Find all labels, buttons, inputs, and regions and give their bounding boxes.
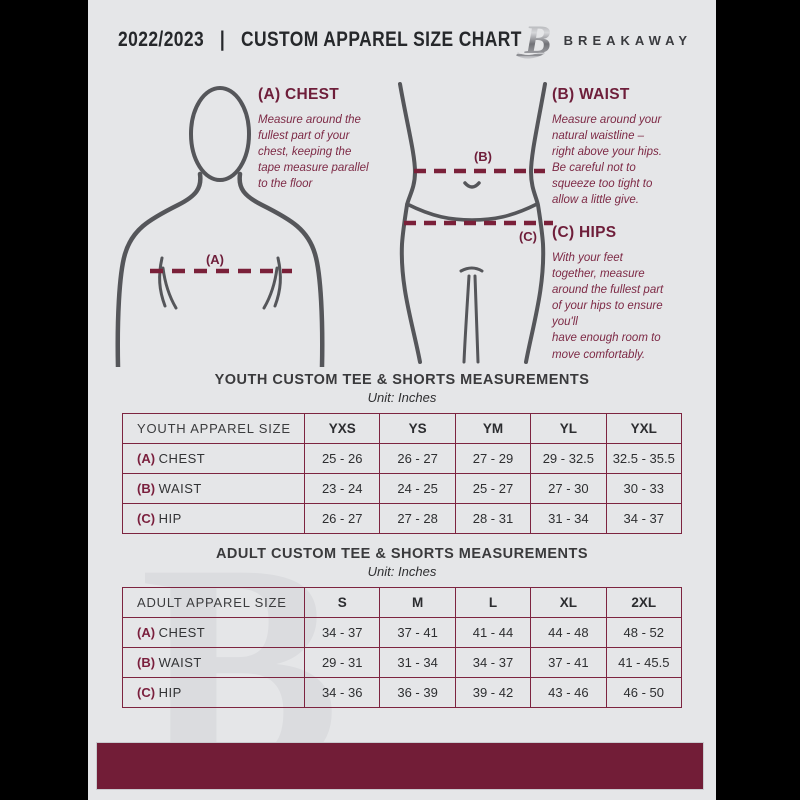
torso-diagram: (A) [115,86,325,367]
table-header-row: ADULT APPAREL SIZE S M L XL 2XL [122,587,683,618]
chest-marker-label: (A) [206,252,224,267]
size-header-yxl: YXL [605,413,683,444]
cell-value: 30 - 33 [605,473,683,504]
cell-value: 25 - 26 [303,443,381,474]
adult-table-title: ADULT CUSTOM TEE & SHORTS MEASUREMENTS [215,546,589,562]
footer-bar [96,742,704,790]
row-marker: (B) [137,481,156,496]
hips-guide-block: (C) HIPS With your feet together, measur… [552,224,712,363]
cell-value: 29 - 32.5 [530,443,607,474]
cell-value: 29 - 31 [303,647,381,678]
row-label: CHEST [158,625,206,640]
cell-value: 34 - 37 [454,647,532,678]
row-label: HIP [158,511,182,526]
youth-table-title: YOUTH CUSTOM TEE & SHORTS MEASUREMENTS [214,372,590,388]
row-marker: (C) [137,511,156,526]
size-chart-page: B 2022/2023 | CUSTOM APPAREL SIZE CHART … [88,0,716,800]
size-header-ym: YM [454,413,532,444]
cell-value: 23 - 24 [303,473,381,504]
cell-value: 37 - 41 [530,647,607,678]
youth-size-table: YOUTH APPAREL SIZE YXS YS YM YL YXL (A) … [122,413,683,534]
adult-size-col-header: ADULT APPAREL SIZE [137,595,287,610]
size-header-yl: YL [530,413,607,444]
cell-value: 27 - 28 [379,503,456,534]
hips-heading: (C) HIPS [552,224,617,241]
table-row: (A) CHEST 25 - 26 26 - 27 27 - 29 29 - 3… [122,443,683,474]
size-header-ys: YS [379,413,456,444]
cell-value: 43 - 46 [530,677,607,708]
cell-value: 37 - 41 [379,617,456,648]
youth-size-col-header: YOUTH APPAREL SIZE [137,421,291,436]
cell-value: 39 - 42 [454,677,532,708]
hips-description: With your feet together, measure around … [552,252,664,361]
row-marker: (A) [137,451,156,466]
adult-table-unit: Unit: Inches [367,564,437,579]
cell-value: 28 - 31 [454,503,532,534]
cell-value: 27 - 30 [530,473,607,504]
cell-value: 44 - 48 [530,617,607,648]
waist-marker-label: (B) [474,149,492,164]
row-marker: (C) [137,685,156,700]
row-label: WAIST [158,655,202,670]
cell-value: 32.5 - 35.5 [605,443,683,474]
waist-guide-block: (B) WAIST Measure around your natural wa… [552,86,708,209]
cell-value: 36 - 39 [379,677,456,708]
cell-value: 31 - 34 [530,503,607,534]
cell-value: 25 - 27 [454,473,532,504]
hip-marker-label: (C) [519,229,537,244]
table-row: (B) WAIST 29 - 31 31 - 34 34 - 37 37 - 4… [122,647,683,678]
brand-logo: B BREAKAWAY [514,18,692,62]
youth-table-unit: Unit: Inches [367,390,437,405]
cell-value: 48 - 52 [605,617,683,648]
measurement-guide: (A) (B) (C) (A) CHEST Mea [88,82,716,367]
row-label: CHEST [158,451,206,466]
row-label: WAIST [158,481,202,496]
table-row: (C) HIP 26 - 27 27 - 28 28 - 31 31 - 34 … [122,503,683,534]
table-row: (C) HIP 34 - 36 36 - 39 39 - 42 43 - 46 … [122,677,683,708]
size-header-xl: XL [530,587,607,618]
waistband-curve [405,202,539,222]
row-label: HIP [158,685,182,700]
size-header-2xl: 2XL [605,587,683,618]
header: 2022/2023 | CUSTOM APPAREL SIZE CHART B … [88,0,716,80]
cell-value: 46 - 50 [605,677,683,708]
size-header-l: L [454,587,532,618]
cell-value: 34 - 37 [303,617,381,648]
cell-value: 26 - 27 [303,503,381,534]
chest-guide-block: (A) CHEST Measure around the fullest par… [258,86,418,192]
navel-mark [463,181,481,189]
page-title: 2022/2023 | CUSTOM APPAREL SIZE CHART [118,28,522,51]
table-header-row: YOUTH APPAREL SIZE YXS YS YM YL YXL [122,413,683,444]
size-header-yxs: YXS [303,413,381,444]
breakaway-b-monogram-icon: B [514,18,551,62]
waist-description: Measure around your natural waistline – … [552,114,662,207]
waist-heading: (B) WAIST [552,86,630,103]
brand-name: BREAKAWAY [563,32,692,48]
chest-description: Measure around the fullest part of your … [258,114,369,191]
cell-value: 31 - 34 [379,647,456,678]
size-header-m: M [379,587,456,618]
cell-value: 26 - 27 [379,443,456,474]
adult-size-table: ADULT APPAREL SIZE S M L XL 2XL (A) CHES… [122,587,683,708]
adult-section: ADULT CUSTOM TEE & SHORTS MEASUREMENTS U… [88,546,716,708]
head-outline [189,86,251,182]
table-row: (A) CHEST 34 - 37 37 - 41 41 - 44 44 - 4… [122,617,683,648]
size-header-s: S [303,587,381,618]
cell-value: 34 - 36 [303,677,381,708]
cell-value: 24 - 25 [379,473,456,504]
lower-body-diagram: (B) (C) [398,82,553,364]
table-row: (B) WAIST 23 - 24 24 - 25 25 - 27 27 - 3… [122,473,683,504]
cell-value: 34 - 37 [605,503,683,534]
cell-value: 27 - 29 [454,443,532,474]
youth-section: YOUTH CUSTOM TEE & SHORTS MEASUREMENTS U… [88,372,716,534]
cell-value: 41 - 44 [454,617,532,648]
row-marker: (A) [137,625,156,640]
chest-heading: (A) CHEST [258,86,340,103]
cell-value: 41 - 45.5 [605,647,683,678]
row-marker: (B) [137,655,156,670]
